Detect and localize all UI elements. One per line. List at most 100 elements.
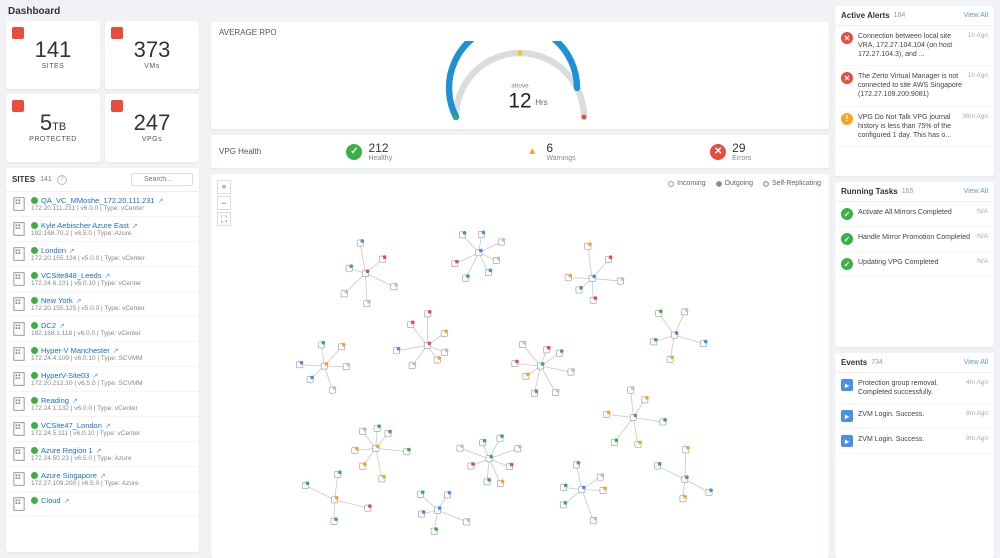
external-link-icon[interactable]: ↗ <box>113 347 119 355</box>
zoom-in-button[interactable]: + <box>217 180 231 194</box>
topology-node[interactable] <box>544 346 551 353</box>
topology-node[interactable] <box>552 389 559 396</box>
site-item[interactable]: Azure Region 1 ↗172.24.50.23 | v6.5.0 | … <box>6 442 199 467</box>
site-item[interactable]: Reading ↗172.24.1.132 | v6.0.0 | Type: v… <box>6 392 199 417</box>
topology-node[interactable] <box>523 372 530 379</box>
topology-node[interactable] <box>479 439 486 446</box>
topology-node[interactable] <box>512 360 519 367</box>
topology-node[interactable] <box>357 239 364 246</box>
topology-node[interactable] <box>418 490 425 497</box>
task-item[interactable]: ✓Activate All Mirrors CompletedN/A <box>835 202 994 227</box>
topology-node[interactable] <box>683 446 690 453</box>
alert-item[interactable]: !VPG Do Not Talk VPG journal history is … <box>835 107 994 147</box>
kpi-sites[interactable]: 141 SITES <box>6 21 100 89</box>
topology-node[interactable] <box>497 434 504 441</box>
topology-node[interactable] <box>468 462 475 469</box>
topology-node[interactable] <box>393 347 400 354</box>
topology-node[interactable] <box>360 427 367 434</box>
external-link-icon[interactable]: ↗ <box>92 372 98 380</box>
task-item[interactable]: ✓Updating VPG CompletedN/A <box>835 252 994 277</box>
topology-node[interactable] <box>655 462 662 469</box>
topology-node[interactable] <box>617 277 624 284</box>
topology-node[interactable] <box>651 338 658 345</box>
topology-node[interactable] <box>560 501 567 508</box>
topology-node[interactable] <box>463 518 470 525</box>
topology-node[interactable] <box>630 414 637 421</box>
topology-node[interactable] <box>493 257 500 264</box>
topology-node[interactable] <box>656 309 663 316</box>
topology-node[interactable] <box>585 242 592 249</box>
external-link-icon[interactable]: ↗ <box>105 422 111 430</box>
zoom-out-button[interactable]: − <box>217 196 231 210</box>
topology-node[interactable] <box>515 445 522 452</box>
topology-node[interactable] <box>519 341 526 348</box>
topology-node[interactable] <box>484 478 491 485</box>
topology-node[interactable] <box>343 363 350 370</box>
topology-node[interactable] <box>434 356 441 363</box>
external-link-icon[interactable]: ↗ <box>132 222 138 230</box>
topology-node[interactable] <box>391 283 398 290</box>
site-item[interactable]: Cloud ↗ <box>6 492 199 517</box>
topology-node[interactable] <box>568 368 575 375</box>
topology-node[interactable] <box>435 506 442 513</box>
topology-node[interactable] <box>671 331 678 338</box>
site-item[interactable]: DC2 ↗192.168.1.118 | v6.0.0 | Type: vCen… <box>6 317 199 342</box>
topology-node[interactable] <box>346 264 353 271</box>
topology-node[interactable] <box>531 389 538 396</box>
vpg-healthy[interactable]: ✓ 212Healthy <box>279 141 460 162</box>
topology-node[interactable] <box>332 496 339 503</box>
topology-node[interactable] <box>597 473 604 480</box>
topology-node[interactable] <box>425 310 432 317</box>
task-item[interactable]: ✓Handle Mirror Promotion CompletedN/A <box>835 227 994 252</box>
topology-node[interactable] <box>442 348 449 355</box>
topology-node[interactable] <box>486 455 493 462</box>
external-link-icon[interactable]: ↗ <box>64 497 70 505</box>
event-item[interactable]: ▸ZVM Login. Success.8m Ago <box>835 404 994 429</box>
alert-item[interactable]: ✕Connection between local site VRA, 172.… <box>835 26 994 66</box>
topology-node[interactable] <box>302 481 309 488</box>
site-item[interactable]: Kyle Aebischer Azure East ↗192.168.70.2 … <box>6 217 199 242</box>
topology-node[interactable] <box>360 462 367 469</box>
topology-node[interactable] <box>701 340 708 347</box>
topology-node[interactable] <box>682 475 689 482</box>
topology-node[interactable] <box>379 475 386 482</box>
topology-node[interactable] <box>329 386 336 393</box>
topology-node[interactable] <box>444 491 451 498</box>
topology-node[interactable] <box>589 275 596 282</box>
external-link-icon[interactable]: ↗ <box>59 322 65 330</box>
topology-node[interactable] <box>538 362 545 369</box>
topology-node[interactable] <box>576 286 583 293</box>
topology-node[interactable] <box>452 260 459 267</box>
external-link-icon[interactable]: ↗ <box>96 447 102 455</box>
topology-node[interactable] <box>424 341 431 348</box>
topology-node[interactable] <box>339 343 346 350</box>
vpg-warnings[interactable]: ▲ 6Warnings <box>460 141 641 162</box>
topology-node[interactable] <box>706 488 713 495</box>
topology-node[interactable] <box>365 504 372 511</box>
kpi-vpgs[interactable]: 247 VPGs <box>105 94 199 162</box>
topology-node[interactable] <box>331 517 338 524</box>
site-item[interactable]: New York ↗172.20.155.125 | v5.0.0 | Type… <box>6 292 199 317</box>
events-view-all-link[interactable]: View All <box>964 359 988 366</box>
external-link-icon[interactable]: ↗ <box>158 197 164 205</box>
topology-node[interactable] <box>379 255 386 262</box>
topology-node[interactable] <box>463 274 470 281</box>
topology-node[interactable] <box>431 527 438 534</box>
fullscreen-button[interactable]: ⛶ <box>217 212 231 226</box>
topology-node[interactable] <box>485 269 492 276</box>
topology-node[interactable] <box>418 510 425 517</box>
topology-node[interactable] <box>579 486 586 493</box>
topology-card[interactable]: + − ⛶ Incoming Outgoing Self-Replicating <box>211 174 829 558</box>
topology-node[interactable] <box>604 410 611 417</box>
site-item[interactable]: VCSite848_Leeds ↗172.24.6.101 | v6.0.10 … <box>6 267 199 292</box>
external-link-icon[interactable]: ↗ <box>104 272 110 280</box>
topology-node[interactable] <box>321 362 328 369</box>
topology-node[interactable] <box>478 231 485 238</box>
topology-node[interactable] <box>498 238 505 245</box>
tasks-view-all-link[interactable]: View All <box>964 188 988 195</box>
topology-node[interactable] <box>497 479 504 486</box>
topology-node[interactable] <box>459 231 466 238</box>
kpi-protected[interactable]: 5TB PROTECTED <box>6 94 100 162</box>
topology-node[interactable] <box>296 361 303 368</box>
topology-node[interactable] <box>507 463 514 470</box>
